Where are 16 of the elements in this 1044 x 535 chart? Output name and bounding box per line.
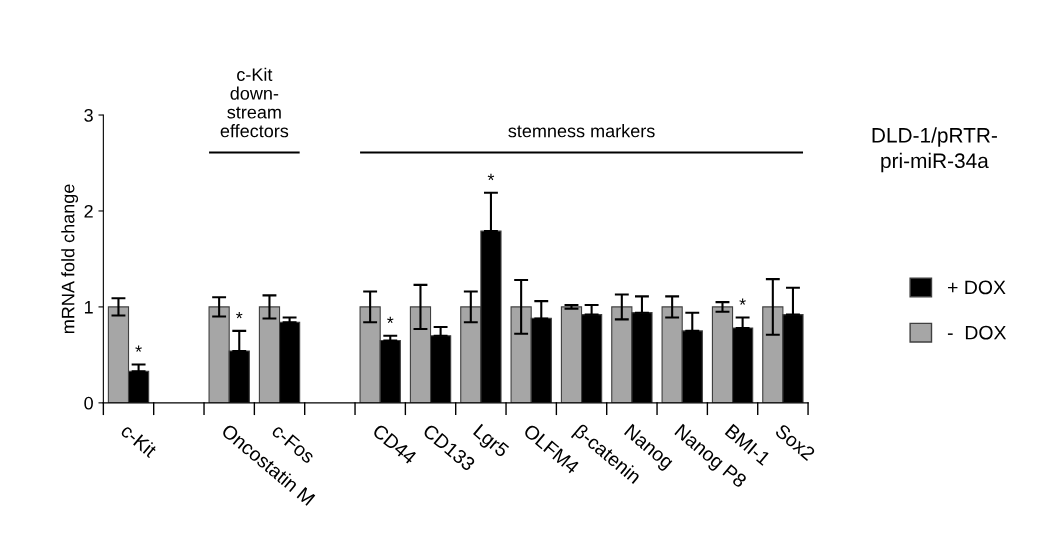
y-tick-label: 2 [84,204,93,218]
annotation: * [135,345,142,352]
annotation: * [739,298,746,305]
legend-label: - DOX [947,325,1007,340]
annotation: c-Kit down- stream effectors [220,67,289,138]
annotation: * [387,316,394,324]
y-tick-label: 1 [84,301,93,314]
y-tick-label: 3 [84,108,93,122]
annotation: stemness markers [508,124,655,138]
y-tick-label: 0 [84,396,93,410]
legend-label: + DOX [948,280,1006,295]
annotation: * [487,173,495,181]
y-axis-title: mRNA fold change [61,184,79,334]
text: DLD-1/pRTR- pri-miR-34a [872,127,997,173]
x-tick-label: c-Kit [119,422,159,459]
annotation: * [236,311,243,319]
